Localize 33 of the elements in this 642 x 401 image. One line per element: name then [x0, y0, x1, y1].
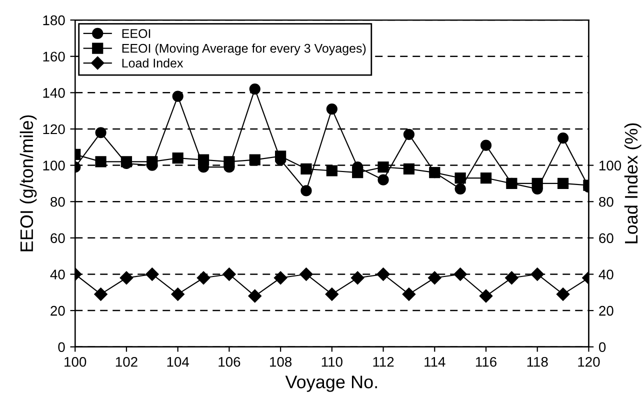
y-tick-label: 20 [50, 306, 65, 316]
legend-label: EEOI (Moving Average for every 3 Voyages) [122, 44, 366, 56]
y2-axis-title: Load Index (%) [624, 123, 642, 244]
x-tick-label: 100 [64, 356, 86, 367]
x-tick-label: 106 [218, 356, 240, 367]
y-tick-label: 120 [43, 124, 65, 134]
x-tick-label: 102 [116, 356, 138, 367]
x-tick-label: 104 [167, 356, 190, 367]
x-tick-label: 118 [527, 356, 548, 367]
legend-label: Load Index [122, 58, 184, 68]
y-axis-title: EEOI (g/ton/mile) [20, 115, 37, 252]
y-tick-label: 140 [43, 88, 65, 98]
y-tick-label: 0 [58, 342, 65, 352]
x-tick-label: 110 [322, 356, 342, 367]
x-tick-label: 120 [578, 356, 600, 367]
x-tick-label: 108 [270, 356, 292, 367]
y-tick-label: 160 [43, 52, 65, 62]
y2-tick-label: 0 [598, 342, 606, 352]
x-tick-label: 114 [424, 357, 446, 367]
y2-tick-label: 100 [599, 160, 622, 170]
x-tick-label: 112 [373, 356, 394, 367]
y2-tick-label: 60 [599, 233, 614, 244]
y-tick-label: 180 [43, 15, 65, 26]
y2-tick-label: 20 [599, 306, 614, 316]
x-tick-label: 116 [476, 356, 496, 367]
y-tick-label: 40 [50, 270, 65, 280]
legend-label: EEOI [122, 29, 150, 38]
x-axis-title: Voyage No. [285, 376, 377, 392]
y-tick-label: 80 [50, 196, 65, 207]
y-tick-label: 100 [43, 160, 65, 170]
y2-tick-label: 80 [599, 196, 614, 207]
y2-tick-label: 40 [598, 270, 614, 280]
y-tick-label: 60 [50, 233, 65, 244]
